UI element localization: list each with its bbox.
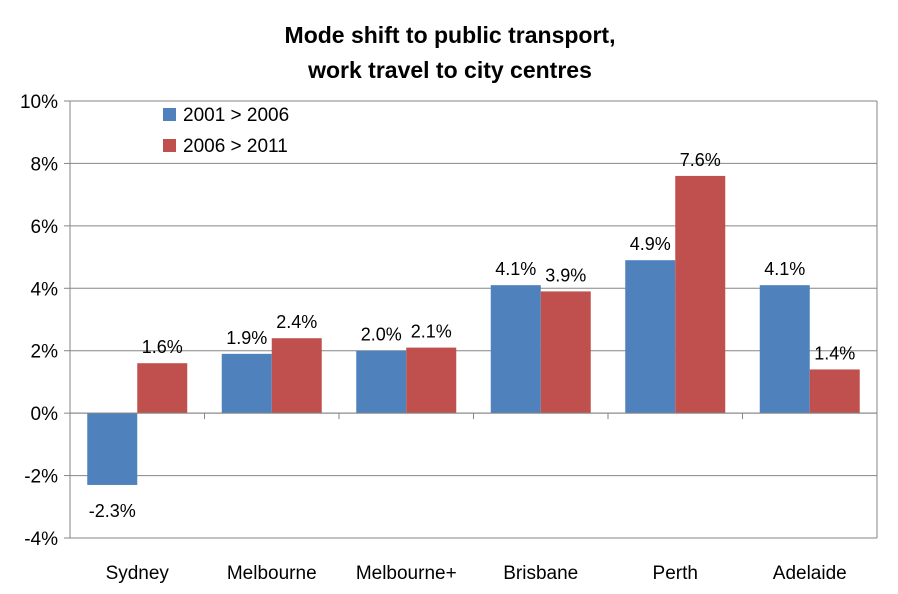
data-label: 7.6% (680, 150, 721, 170)
y-tick-label: -4% (24, 529, 58, 550)
legend-swatch (163, 139, 176, 152)
bar-2006-2011-Melbourne (406, 347, 457, 414)
chart-title-line-2: work travel to city centres (307, 57, 592, 83)
bar-2001-2006-Sydney (87, 413, 138, 485)
bar-2001-2006-Brisbane (490, 285, 541, 414)
data-label: 4.1% (764, 259, 805, 279)
y-tick-label: 10% (20, 92, 58, 113)
y-tick-label: 0% (31, 404, 59, 425)
data-label: 1.6% (142, 337, 183, 357)
x-category-label: Brisbane (503, 563, 578, 584)
data-label: 2.0% (361, 325, 402, 345)
x-category-label: Melbourne+ (356, 563, 457, 584)
data-label: 4.1% (495, 259, 536, 279)
data-label: 1.9% (226, 328, 267, 348)
bar-2006-2011-Brisbane (540, 291, 591, 414)
y-tick-label: 4% (31, 279, 59, 300)
x-category-label: Sydney (106, 563, 170, 584)
chart-title-line-1: Mode shift to public transport, (285, 22, 616, 48)
x-category-label: Perth (653, 563, 698, 584)
legend-label: 2006 > 2011 (183, 136, 288, 157)
legend-swatch (163, 108, 176, 121)
data-label: 4.9% (630, 234, 671, 254)
bar-2006-2011-Perth (675, 175, 726, 414)
x-category-label: Adelaide (773, 563, 847, 584)
x-category-label: Melbourne (227, 563, 317, 584)
data-label: 3.9% (545, 265, 586, 285)
y-tick-label: 8% (31, 154, 59, 175)
bar-2001-2006-Adelaide (759, 285, 810, 414)
data-label: 2.4% (276, 312, 317, 332)
bar-2001-2006-Perth (625, 260, 676, 414)
bar-2001-2006-Melbourne (356, 350, 407, 414)
bar-2006-2011-Melbourne (271, 338, 322, 414)
data-label: 2.1% (411, 322, 452, 342)
bar-2001-2006-Melbourne (221, 353, 272, 414)
y-tick-label: 6% (31, 217, 59, 238)
bar-2006-2011-Sydney (137, 363, 188, 414)
y-tick-label: 2% (31, 342, 59, 363)
bar-2006-2011-Adelaide (809, 369, 860, 414)
y-tick-label: -2% (24, 467, 58, 488)
data-label: -2.3% (89, 501, 136, 521)
legend-label: 2001 > 2006 (183, 105, 289, 126)
data-label: 1.4% (814, 343, 855, 363)
